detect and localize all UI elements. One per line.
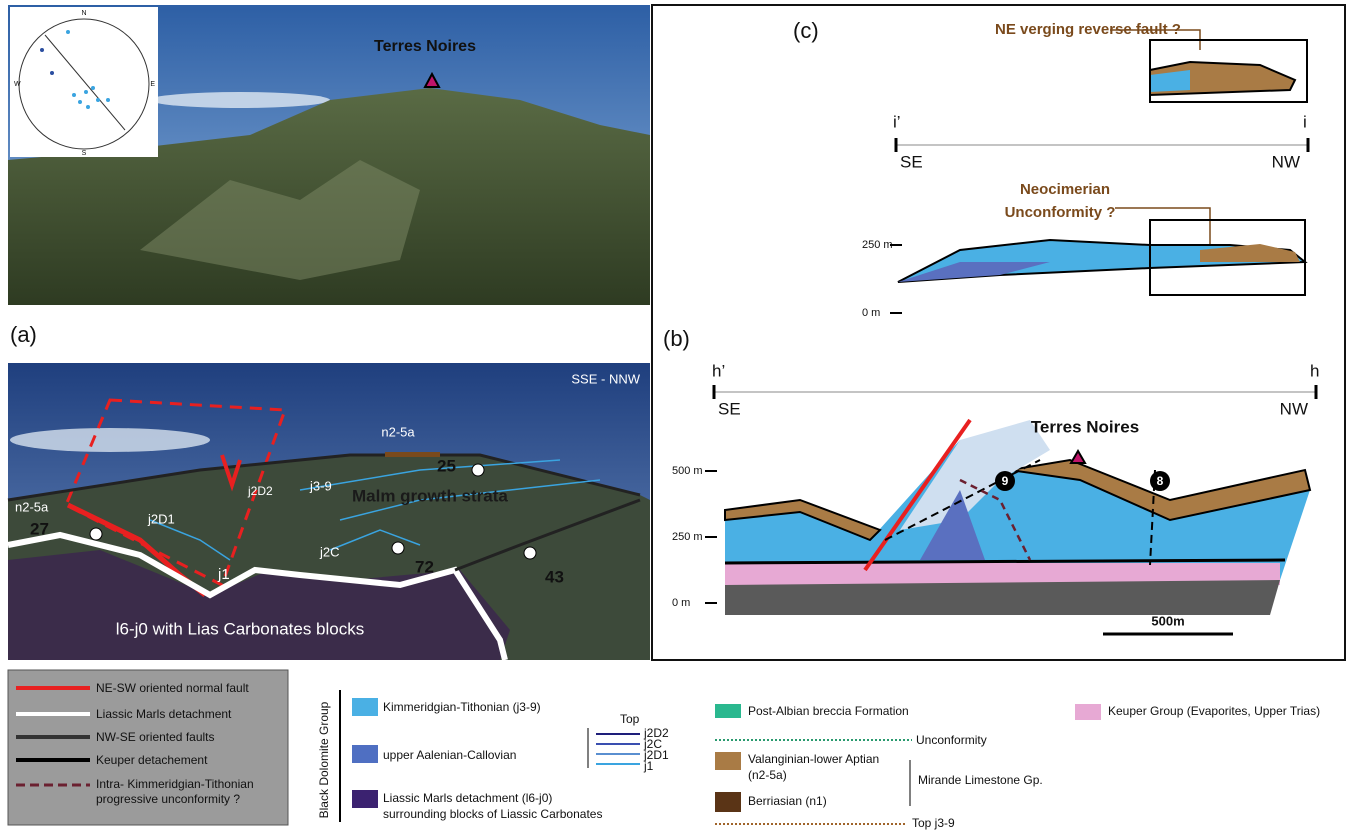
- direction: NW: [1272, 152, 1300, 171]
- scale-label: 500m: [1151, 613, 1184, 628]
- dip: 25: [437, 456, 456, 475]
- elevation: 500 m: [672, 465, 703, 477]
- legend-label: NE-SW oriented normal fault: [96, 681, 249, 695]
- legend-label: Intra- Kimmeridgian-Tithonian: [96, 777, 254, 791]
- direction: NW: [1280, 399, 1308, 418]
- elevation: 0 m: [862, 307, 880, 319]
- legend-label: NW-SE oriented faults: [96, 730, 215, 744]
- stereo-s: S: [82, 150, 87, 157]
- legend-label: Valanginian-lower Aptian: [748, 752, 879, 766]
- dip: 27: [30, 519, 49, 538]
- legend-label: upper Aalenian-Callovian: [383, 748, 516, 762]
- panel-b: (b) h’ h SE NW 9 8 Terres Noires 500 m 2…: [663, 326, 1319, 634]
- section-end: i: [1303, 112, 1307, 131]
- legend-label: (n2-5a): [748, 768, 787, 782]
- unconformity-note: Unconformity ?: [1005, 204, 1116, 221]
- section-title: Terres Noires: [1031, 417, 1139, 436]
- panel-c: (c) NE verging reverse fault ? i’ i SE N…: [793, 18, 1308, 319]
- elevation: 250 m: [672, 531, 703, 543]
- swatch: [352, 790, 378, 808]
- stereo-e: E: [150, 81, 155, 88]
- marker-label: 8: [1157, 474, 1164, 488]
- section-end: i’: [893, 112, 901, 131]
- figure: Terres Noires N S W E (a) SSE - NNW n2-5…: [0, 0, 1357, 830]
- legend: NE-SW oriented normal fault Liassic Marl…: [8, 670, 1320, 830]
- orientation: SSE - NNW: [571, 371, 640, 386]
- section-end: h: [1310, 361, 1319, 380]
- summit-marker: [1071, 451, 1085, 463]
- section-end: h’: [712, 361, 725, 380]
- legend-label: Top j3-9: [912, 816, 955, 830]
- marker-label: 9: [1002, 474, 1009, 488]
- swatch: [715, 792, 741, 812]
- photo-panel: Terres Noires N S W E: [8, 5, 650, 305]
- elevation: 250 m: [862, 239, 893, 251]
- unit-label: n2-5a: [381, 424, 415, 439]
- photo-title: Terres Noires: [374, 38, 476, 55]
- dip: 72: [415, 557, 434, 576]
- legend-label: surrounding blocks of Liassic Carbonates: [383, 807, 602, 821]
- dip: 43: [545, 567, 564, 586]
- direction: SE: [900, 152, 923, 171]
- legend-label: Mirande Limestone Gp.: [918, 773, 1043, 787]
- legend-label: Unconformity: [916, 733, 987, 747]
- legend-label: Kimmeridgian-Tithonian (j3-9): [383, 700, 541, 714]
- photo-a: SSE - NNW n2-5a n2-5a j2D2 j3-9 j2D1 j2C…: [8, 363, 650, 660]
- legend-label: Keuper Group (Evaporites, Upper Trias): [1108, 704, 1320, 718]
- legend-label: Liassic Marls detachment (l6-j0): [383, 791, 552, 805]
- tops-title: Top: [620, 712, 640, 726]
- unit-label: j1: [217, 566, 230, 583]
- swatch: [352, 698, 378, 716]
- legend-label: Liassic Marls detachment: [96, 707, 232, 721]
- swatch: [1075, 704, 1101, 720]
- elevation: 0 m: [672, 597, 690, 609]
- swatch: [352, 745, 378, 763]
- page: Terres Noires N S W E (a) SSE - NNW n2-5…: [0, 0, 1357, 830]
- panel-label: (c): [793, 18, 819, 43]
- unit-label: j2D1: [147, 511, 175, 526]
- unit-label: j2C: [319, 544, 340, 559]
- legend-label: Post-Albian breccia Formation: [748, 704, 909, 718]
- cloud: [150, 92, 330, 108]
- tops-label: j1: [643, 759, 654, 773]
- swatch: [715, 752, 741, 770]
- unit-label: n2-5a: [15, 499, 49, 514]
- unit-label: j2D2: [247, 484, 273, 498]
- basement: [725, 580, 1280, 615]
- panel-label: (b): [663, 326, 690, 351]
- unit-label: l6-j0 with Lias Carbonates blocks: [116, 619, 365, 638]
- direction: SE: [718, 399, 741, 418]
- group-label: Black Dolomite Group: [317, 701, 331, 818]
- legend-label: Berriasian (n1): [748, 794, 827, 808]
- stereo-n: N: [81, 10, 86, 17]
- annotation: Malm growth strata: [352, 486, 508, 505]
- stereo-w: W: [14, 81, 21, 88]
- unconformity-note: Neocimerian: [1020, 181, 1110, 198]
- swatch: [715, 704, 741, 718]
- unit-label: j3-9: [309, 478, 332, 493]
- legend-label: progressive unconformity ?: [96, 792, 240, 806]
- legend-label: Keuper detachement: [96, 753, 208, 767]
- n2-5a-outcrop: [385, 452, 440, 457]
- panel-label: (a): [10, 322, 37, 347]
- cloud: [10, 428, 210, 452]
